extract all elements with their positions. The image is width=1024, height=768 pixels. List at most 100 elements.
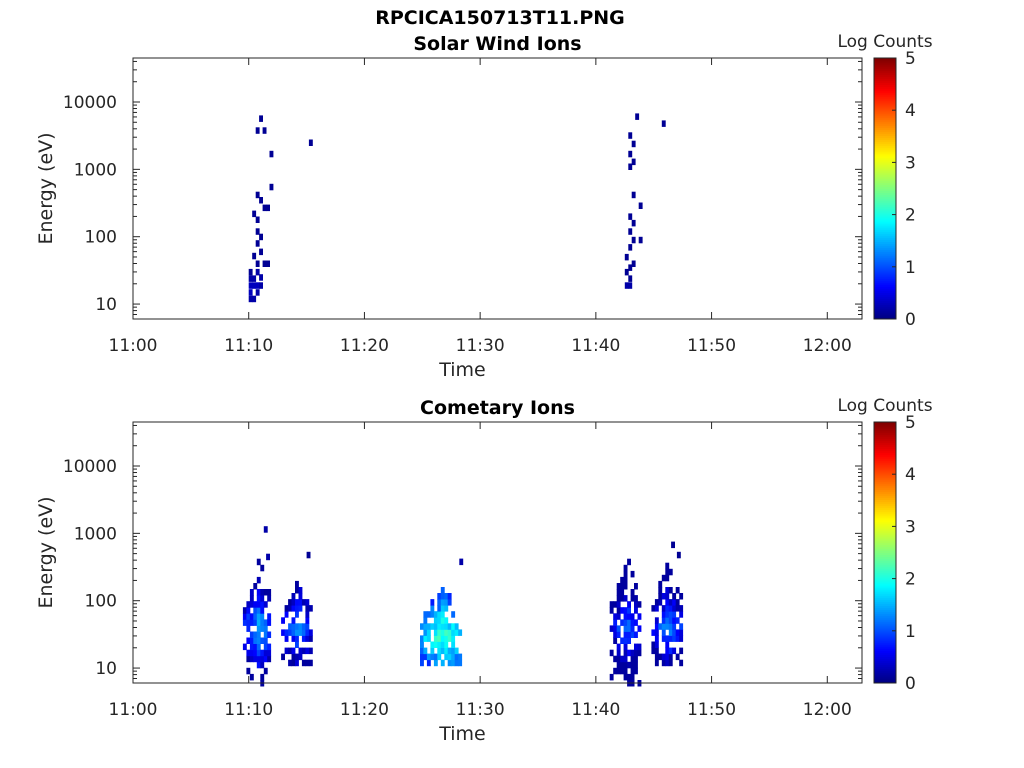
spectrogram-cell	[249, 601, 254, 608]
colorbar-swatch	[874, 84, 896, 88]
x-tick-label: 11:00	[109, 336, 158, 356]
colorbar-swatch	[874, 268, 896, 271]
spectrogram-cell	[262, 204, 267, 212]
spectrogram-cell	[246, 649, 251, 657]
spectrogram-cell	[288, 647, 292, 655]
spectrogram-cell	[458, 653, 463, 661]
spectrogram-cell	[284, 647, 289, 655]
spectrogram-cell	[451, 641, 456, 648]
colorbar-swatch	[874, 481, 896, 484]
colorbar-swatch	[874, 570, 896, 574]
colorbar-swatch	[874, 654, 896, 657]
spectrogram-cell	[654, 653, 659, 661]
spectrogram-cell	[651, 641, 656, 648]
colorbar-swatch	[874, 145, 896, 149]
colorbar-swatch	[874, 117, 896, 120]
spectrogram-cell	[458, 659, 463, 667]
colorbar-swatch	[874, 426, 896, 429]
spectrogram-cell	[252, 275, 257, 282]
spectrogram-cell	[305, 599, 310, 606]
colorbar-swatch	[874, 554, 896, 558]
spectrogram-cell	[454, 653, 459, 661]
spectrogram-cell	[430, 653, 435, 661]
colorbar-frame	[873, 57, 897, 320]
colorbar-swatch	[874, 538, 896, 541]
spectrogram-cell	[256, 601, 261, 608]
spectrogram-cell	[658, 593, 663, 600]
colorbar-swatch	[874, 650, 896, 653]
colorbar-swatch	[874, 446, 896, 450]
spectrogram-cell	[630, 625, 635, 632]
spectrogram-cell	[654, 599, 659, 606]
spectrogram-cell	[613, 601, 618, 608]
spectrogram-cell	[620, 595, 625, 602]
colorbar-swatch	[874, 259, 896, 263]
colorbar-swatch	[874, 194, 896, 198]
colorbar-swatch	[874, 534, 896, 537]
colorbar-swatch	[874, 141, 896, 145]
spectrogram-cell	[256, 649, 261, 657]
spectrogram-cell	[295, 611, 299, 618]
spectrogram-cell	[616, 655, 621, 663]
colorbar-swatch	[874, 591, 896, 594]
spectrogram-cell	[284, 611, 289, 618]
spectrogram-cell	[295, 641, 299, 648]
colorbar-swatch	[874, 284, 896, 287]
spectrogram-cell	[420, 641, 424, 648]
spectrogram-cell	[654, 641, 659, 648]
spectrogram-cell	[627, 631, 631, 638]
spectrogram-cells	[248, 113, 666, 303]
spectrogram-cell	[260, 655, 265, 663]
spectrogram-cell	[616, 643, 621, 651]
colorbar-swatch	[874, 556, 896, 560]
colorbar-swatch	[874, 58, 896, 61]
colorbar-swatch	[874, 196, 896, 200]
colorbar-swatch	[874, 239, 896, 243]
colorbar-swatch	[874, 544, 896, 547]
colorbar-swatch	[874, 186, 896, 189]
spectrogram-cell	[267, 649, 272, 657]
spectrogram-cell	[630, 655, 635, 663]
spectrogram-cell	[260, 595, 265, 602]
colorbar-swatch	[874, 489, 896, 492]
spectrogram-cell	[631, 260, 636, 267]
colorbar-swatch	[874, 672, 896, 676]
spectrogram-cell	[259, 248, 263, 256]
spectrogram-cell	[447, 635, 452, 642]
spectrogram-cell	[252, 282, 257, 289]
spectrogram-cell	[623, 595, 628, 602]
spectrogram-cell	[672, 605, 677, 612]
spectrogram-cell	[437, 635, 442, 642]
spectrogram-cell	[246, 613, 251, 620]
colorbar-swatch	[874, 217, 896, 220]
spectrogram-cell	[255, 127, 260, 134]
spectrogram-cell	[256, 637, 261, 644]
y-tick-label: 10000	[63, 93, 117, 113]
colorbar-swatch	[874, 483, 896, 486]
spectrogram-cell	[308, 605, 313, 612]
spectrogram-cell	[654, 647, 659, 655]
spectrogram-cell	[426, 611, 431, 618]
colorbar-swatch	[874, 176, 896, 179]
spectrogram-cell	[246, 619, 251, 626]
spectrogram-cell	[295, 629, 299, 636]
spectrogram-cell	[613, 625, 618, 632]
colorbar-swatch	[874, 607, 896, 611]
colorbar-swatch	[874, 432, 896, 435]
spectrogram-cell	[623, 564, 628, 572]
spectrogram-cell	[631, 191, 636, 199]
spectrogram-cell	[308, 635, 313, 642]
colorbar-swatch	[874, 436, 896, 439]
colorbar-swatch	[874, 274, 896, 277]
y-tick-label: 1000	[74, 524, 117, 544]
spectrogram-cell	[248, 282, 253, 289]
colorbar-label: Log Counts	[837, 396, 932, 416]
spectrogram-cell	[634, 595, 638, 602]
colorbar-swatch	[874, 247, 896, 251]
spectrogram-cell	[661, 635, 666, 642]
colorbar-swatch	[874, 593, 896, 596]
colorbar-swatch	[874, 576, 896, 580]
colorbar-swatch	[874, 501, 896, 505]
spectrogram-cell	[616, 589, 621, 596]
spectrogram-cell	[651, 629, 656, 636]
